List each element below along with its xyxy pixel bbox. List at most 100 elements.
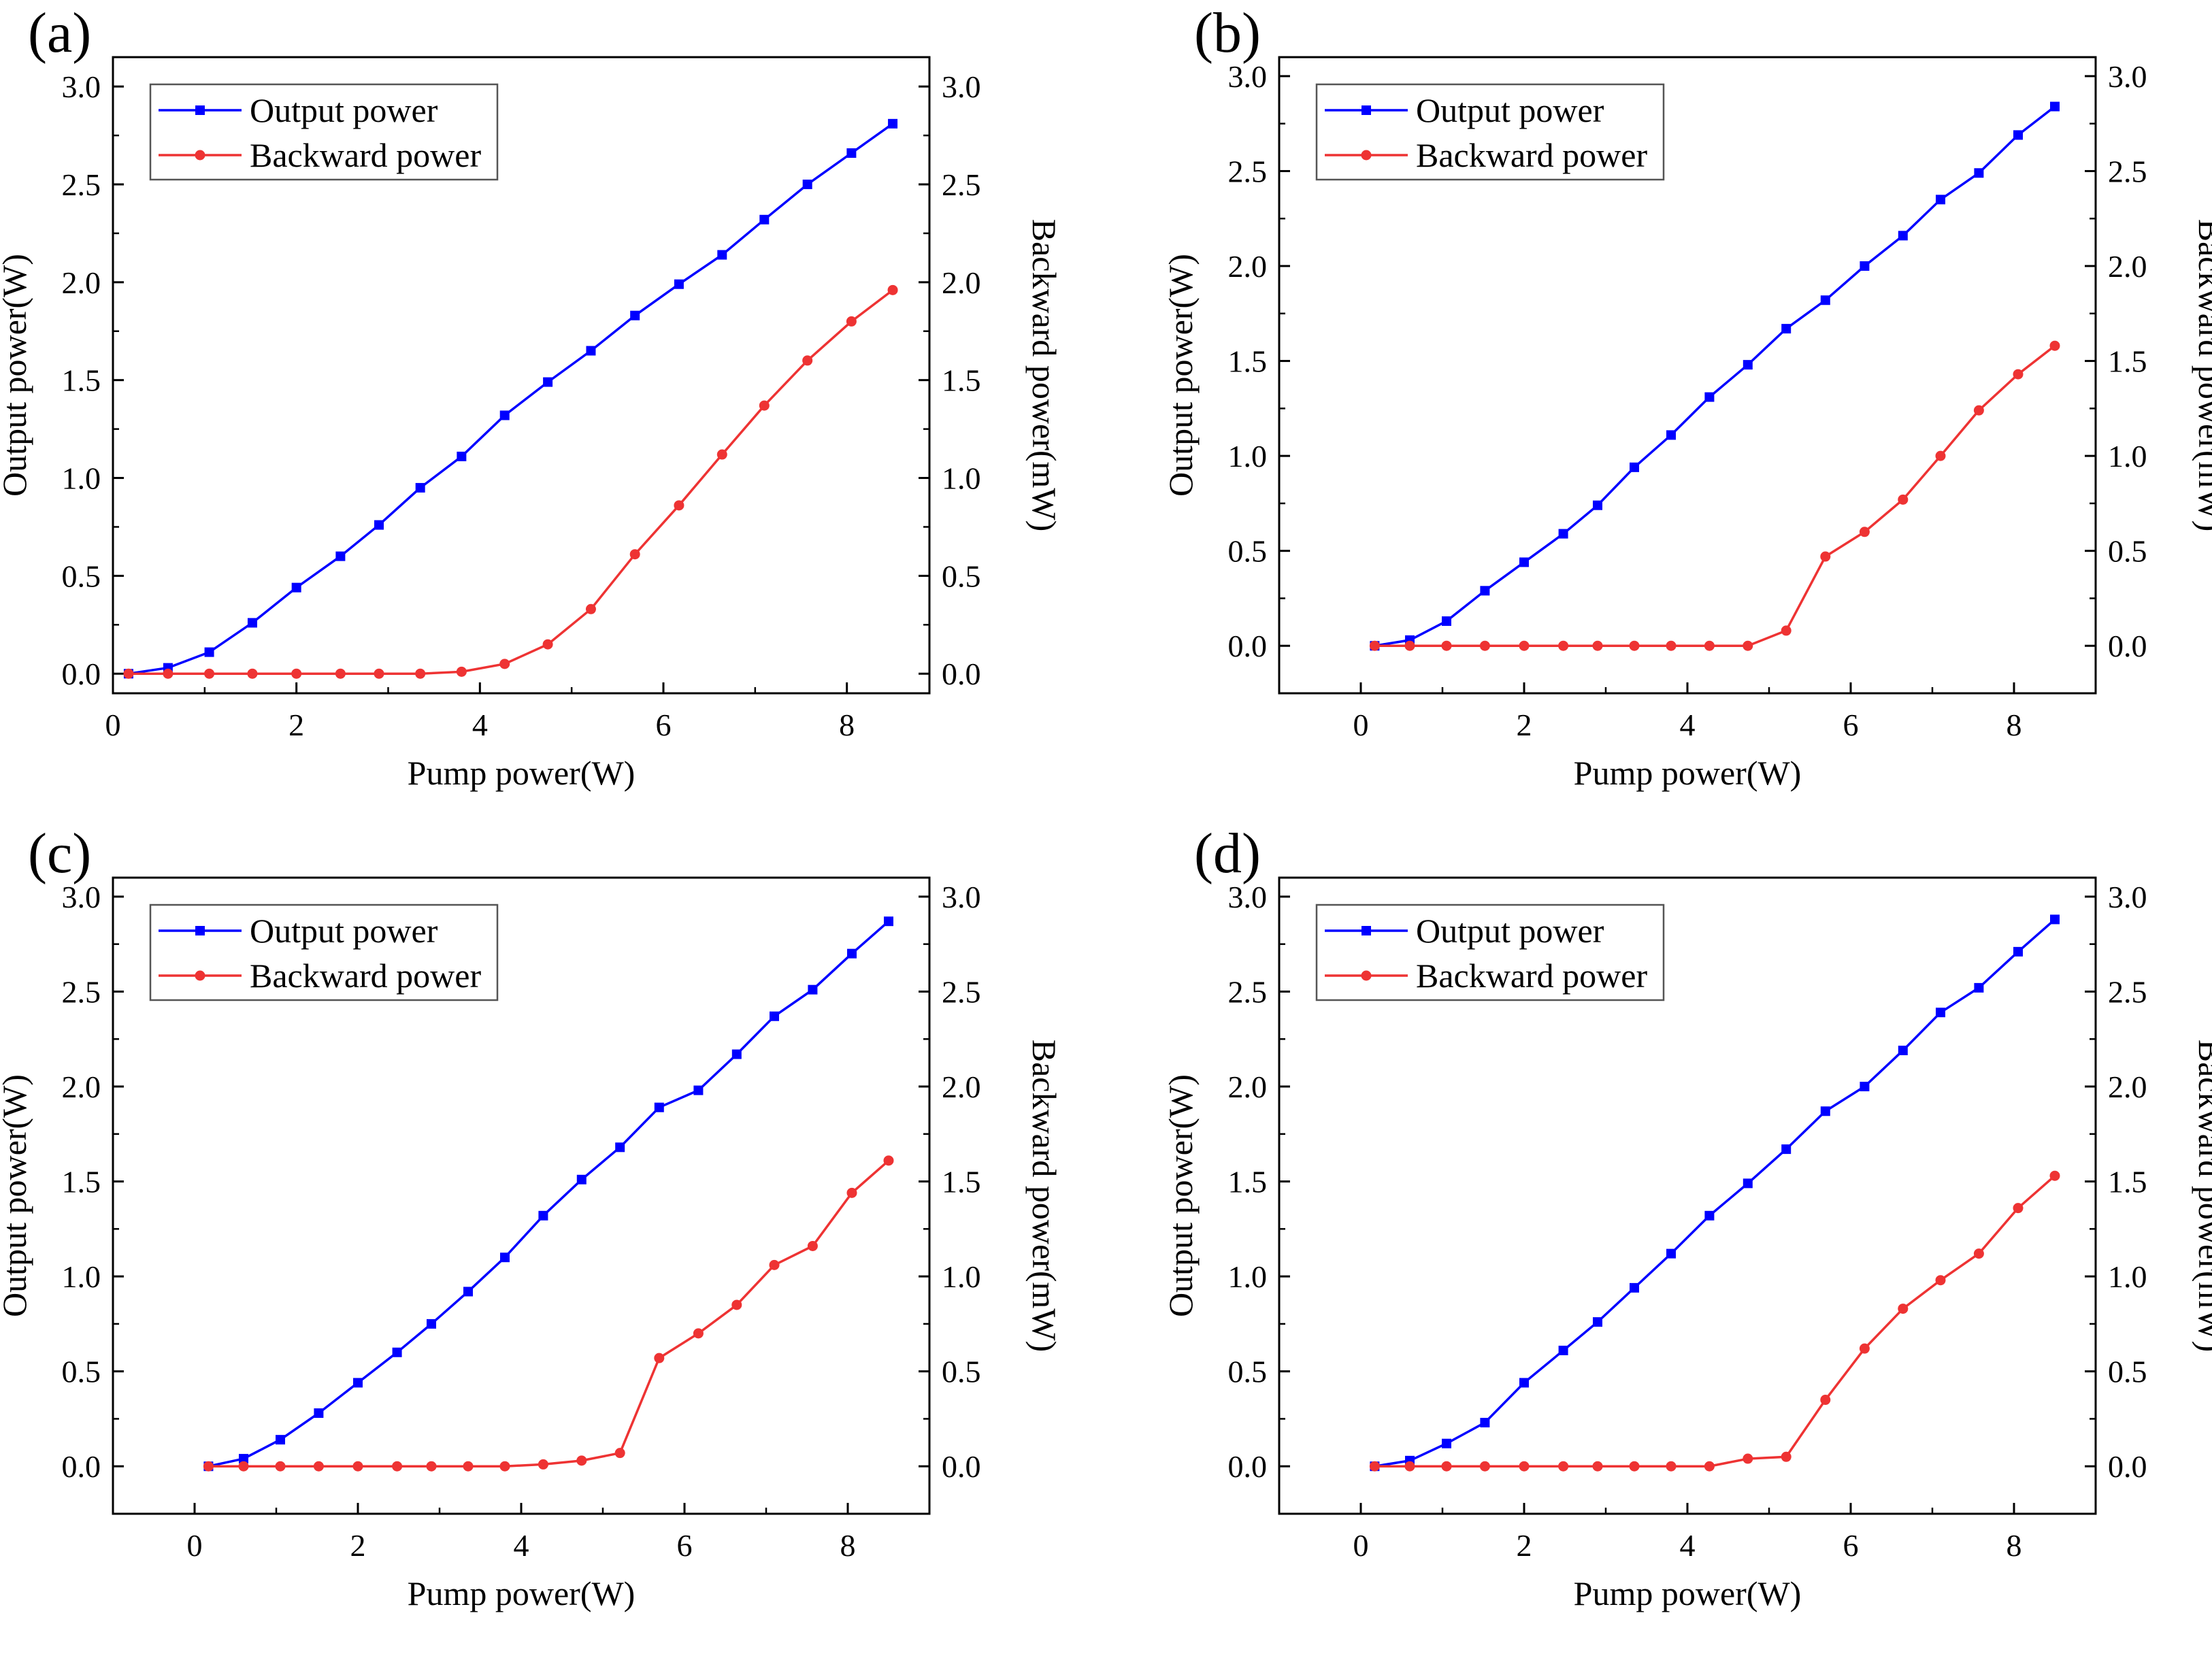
- data-point-backward-power: [2049, 340, 2060, 351]
- x-tick-label: 4: [472, 708, 488, 742]
- data-point-output-power: [1860, 261, 1870, 271]
- data-point-backward-power: [654, 1353, 665, 1363]
- y-axis-title-right: Backward power(mW): [2192, 1040, 2212, 1353]
- data-point-output-power: [1442, 616, 1451, 626]
- x-axis-title: Pump power(W): [1574, 754, 1802, 792]
- legend-label: Backward power: [250, 957, 481, 995]
- y-right-tick-label: 3.0: [2108, 59, 2147, 94]
- y-tick-label: 0.0: [1228, 1449, 1268, 1484]
- y-tick-label: 3.0: [1228, 880, 1268, 914]
- data-point-output-power: [276, 1435, 285, 1445]
- data-point-output-power: [392, 1347, 402, 1357]
- data-point-backward-power: [247, 668, 258, 679]
- data-point-output-power: [247, 618, 257, 628]
- panel-label: (c): [28, 822, 91, 885]
- data-point-backward-power: [1592, 1461, 1603, 1472]
- y-right-tick-label: 0.0: [942, 657, 981, 691]
- data-point-backward-power: [352, 1461, 363, 1472]
- data-point-backward-power: [614, 1448, 625, 1459]
- y-tick-label: 2.0: [62, 1070, 101, 1104]
- data-point-output-power: [888, 118, 898, 129]
- legend-marker-circle: [1361, 970, 1372, 981]
- legend-marker-square: [195, 105, 205, 115]
- legend-marker-square: [195, 926, 205, 935]
- data-point-output-power: [674, 279, 684, 289]
- legend-marker-circle: [195, 970, 205, 981]
- data-point-backward-power: [1629, 1461, 1640, 1472]
- data-point-output-power: [1820, 1106, 1830, 1116]
- x-tick-label: 8: [839, 708, 855, 742]
- data-point-backward-power: [1859, 527, 1870, 537]
- legend-marker-square: [1361, 926, 1371, 935]
- data-point-backward-power: [538, 1459, 548, 1470]
- data-point-output-power: [1558, 529, 1568, 539]
- legend-box: [1315, 903, 1665, 1001]
- y-right-tick-label: 2.5: [2108, 974, 2147, 1009]
- legend-label: Backward power: [250, 136, 481, 174]
- y-tick-label: 2.5: [1228, 974, 1268, 1009]
- series-line-output-power: [1374, 105, 2056, 647]
- series-line-backward-power: [1374, 1174, 2056, 1468]
- data-point-output-power: [2050, 101, 2060, 112]
- y-right-tick-label: 3.0: [942, 880, 981, 914]
- data-point-backward-power: [392, 1461, 403, 1472]
- data-point-backward-power: [585, 603, 596, 614]
- legend-box: [149, 83, 499, 181]
- data-point-backward-power: [1781, 625, 1792, 636]
- data-point-backward-power: [1935, 1275, 1946, 1286]
- data-point-output-power: [576, 1174, 587, 1184]
- legend-box: [1315, 83, 1665, 181]
- data-point-output-power: [314, 1408, 324, 1419]
- y-tick-label: 0.0: [62, 1449, 101, 1484]
- data-point-output-power: [847, 948, 857, 959]
- x-tick-label: 6: [1843, 1528, 1859, 1563]
- data-point-output-power: [1781, 324, 1792, 334]
- series-line-backward-power: [128, 289, 894, 675]
- data-point-output-power: [2013, 130, 2023, 140]
- data-point-backward-power: [731, 1299, 742, 1310]
- legend-box: [149, 903, 499, 1001]
- y-right-tick-label: 2.0: [2108, 1070, 2147, 1104]
- y-tick-label: 1.0: [62, 1259, 101, 1294]
- y-right-tick-label: 1.0: [2108, 1259, 2147, 1294]
- x-tick-label: 2: [1517, 1528, 1532, 1563]
- y-axis-title-left: Output power(W): [1161, 254, 1200, 497]
- data-point-output-power: [1860, 1082, 1870, 1092]
- y-right-tick-label: 1.5: [2108, 1165, 2147, 1199]
- panel-label: (d): [1194, 822, 1261, 885]
- data-point-backward-power: [1898, 494, 1909, 505]
- x-tick-label: 2: [350, 1528, 366, 1563]
- data-point-backward-power: [1666, 640, 1677, 651]
- series-line-output-power: [128, 122, 894, 675]
- data-point-backward-power: [1743, 1453, 1753, 1464]
- data-point-backward-power: [1369, 640, 1380, 651]
- x-tick-label: 0: [105, 708, 121, 742]
- data-point-backward-power: [426, 1461, 437, 1472]
- y-tick-label: 0.5: [62, 559, 101, 593]
- series-line-backward-power: [208, 1159, 890, 1468]
- data-point-backward-power: [1592, 640, 1603, 651]
- data-point-backward-power: [1479, 1461, 1490, 1472]
- data-point-backward-power: [456, 666, 467, 677]
- data-point-backward-power: [769, 1259, 780, 1270]
- data-point-output-power: [291, 582, 301, 593]
- data-point-output-power: [463, 1287, 473, 1297]
- x-axis-title: Pump power(W): [408, 754, 635, 792]
- y-tick-label: 2.0: [1228, 249, 1268, 284]
- data-point-output-power: [1593, 1317, 1602, 1327]
- data-point-output-power: [1480, 1418, 1490, 1428]
- data-point-backward-power: [1369, 1461, 1380, 1472]
- data-point-output-power: [1898, 231, 1908, 241]
- data-point-backward-power: [2013, 369, 2024, 380]
- y-tick-label: 0.0: [62, 657, 101, 691]
- x-tick-label: 2: [288, 708, 304, 742]
- data-point-backward-power: [163, 668, 174, 679]
- y-right-tick-label: 2.0: [942, 265, 981, 300]
- legend-label: Output power: [250, 91, 438, 129]
- x-axis-title: Pump power(W): [408, 1574, 635, 1612]
- data-point-backward-power: [1743, 640, 1753, 651]
- data-point-backward-power: [1781, 1451, 1792, 1462]
- data-point-output-power: [654, 1102, 664, 1112]
- data-point-backward-power: [463, 1461, 474, 1472]
